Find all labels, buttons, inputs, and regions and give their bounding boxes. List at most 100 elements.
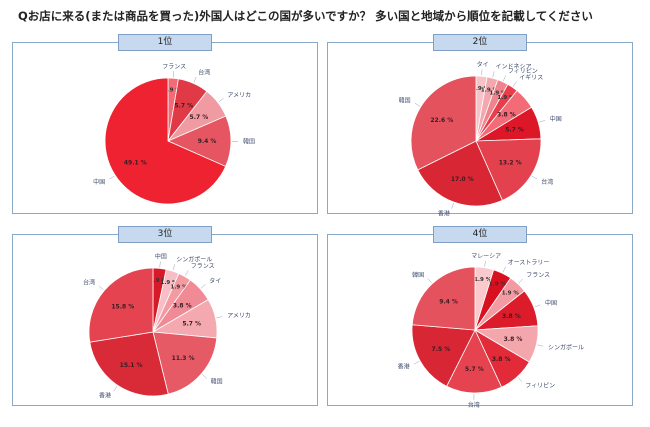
slice-category-label: 台湾 <box>468 401 480 409</box>
panel-title: 1位 <box>118 34 212 51</box>
slice-leader-line <box>414 102 421 107</box>
slice-value-label: 5.7 % <box>505 127 524 134</box>
pie-panel-rank-4: 4位 1.9 % マレーシア 1.9 % オーストラリー 1.9 % フランス 3.8 % 中… <box>327 226 633 409</box>
pie-chart-rank-1: 1.9 % フランス 5.7 % 台湾 5.7 % アメリカ 9.4 % 韓国 49.1 % 中国 <box>93 63 255 205</box>
pie-slice <box>104 77 227 205</box>
slice-leader-line <box>173 71 175 78</box>
slice-leader-line <box>159 261 161 268</box>
slice-category-label: 韓国 <box>211 378 223 386</box>
slice-value-label: 15.1 % <box>120 362 143 369</box>
pie-slice <box>152 331 218 395</box>
slice-value-label: 1.9 % <box>474 277 492 283</box>
slice-value-label: 1.9 % <box>171 285 189 291</box>
slice-value-label: 13.2 % <box>499 159 522 166</box>
slice-value-label: 5.7 % <box>465 366 484 373</box>
pie-slice <box>410 75 477 171</box>
slice-value-label: 7.5 % <box>432 346 451 353</box>
slice-category-label: タイ <box>209 277 221 285</box>
slice-value-label: 9.4 % <box>439 298 458 305</box>
slice-leader-line <box>503 75 507 82</box>
slice-category-label: フィリピン <box>508 68 538 75</box>
slice-leader-line <box>218 98 224 103</box>
slice-leader-line <box>427 278 432 284</box>
slice-leader-line <box>518 278 523 284</box>
slice-category-label: 中国 <box>545 299 557 307</box>
slice-category-label: アメリカ <box>227 313 251 320</box>
slice-category-label: フランス <box>191 263 215 270</box>
slice-category-label: 香港 <box>398 363 410 371</box>
slice-category-label: 台湾 <box>198 68 210 76</box>
slice-leader-line <box>512 81 517 87</box>
slice-category-label: インドネシア <box>496 64 532 71</box>
slice-value-label: 3.8 % <box>173 302 192 309</box>
pie-slice <box>411 324 476 387</box>
panel-title: 4位 <box>433 226 527 243</box>
slice-value-label: 1.9 % <box>502 290 520 296</box>
slice-leader-line <box>216 316 223 319</box>
slice-category-label: フランス <box>526 272 550 279</box>
pie-chart-rank-4: 1.9 % マレーシア 1.9 % オーストラリー 1.9 % フランス 3.8 % 中国 3.… <box>398 253 584 409</box>
slice-leader-line <box>413 361 420 365</box>
slice-value-label: 1.9 % <box>161 280 179 286</box>
slice-category-label: 中国 <box>155 252 167 260</box>
slice-leader-line <box>534 304 541 308</box>
slice-category-label: 中国 <box>93 178 105 186</box>
panel-title: 3位 <box>118 226 212 243</box>
slice-category-label: フィリピン <box>525 383 555 390</box>
slice-value-label: 1.9 % <box>164 88 182 94</box>
pie-slice <box>411 266 476 331</box>
slice-value-label: 49.1 % <box>124 159 147 166</box>
slice-leader-line <box>537 344 544 347</box>
page-title: Qお店に来る(または商品を買った)外国人はどこの国が多いですか？ 多い国と地域か… <box>18 9 593 23</box>
slice-leader-line <box>98 285 104 290</box>
slice-value-label: 1.9 % <box>489 282 507 288</box>
pie-slice <box>417 140 503 207</box>
slice-category-label: マレーシア <box>471 253 501 260</box>
pie-panel-rank-3: 3位 1.9 % 中国 1.9 % シンガポール 1.9 % フランス 3.8 % タイ 5.7… <box>12 226 318 406</box>
slice-value-label: 1.9 % <box>481 87 499 93</box>
slice-value-label: 3.8 % <box>492 356 511 363</box>
slice-value-label: 5.7 % <box>190 114 209 121</box>
slice-leader-line <box>531 175 538 180</box>
slice-leader-line <box>113 386 118 392</box>
pie-slice <box>475 138 542 201</box>
slice-value-label: 3.8 % <box>504 336 523 343</box>
slice-category-label: イギリス <box>519 74 543 81</box>
slice-leader-line <box>517 377 523 383</box>
slice-category-label: 台湾 <box>541 178 553 186</box>
slice-category-label: 韓国 <box>243 137 255 145</box>
slice-value-label: 5.7 % <box>182 320 201 327</box>
slice-category-label: 韓国 <box>412 271 424 279</box>
slice-category-label: シンガポール <box>548 343 584 351</box>
slice-value-label: 1.9 % <box>490 91 508 97</box>
slice-category-label: 韓国 <box>399 96 411 104</box>
slice-category-label: オーストラリー <box>508 260 550 267</box>
slice-value-label: 15.8 % <box>111 303 134 310</box>
slice-leader-line <box>172 264 176 271</box>
pie-panel-rank-2: 2位 1.9 % タイ 1.9 % インドネシア 1.9 % フィリピン 1.9 % イギリス… <box>327 34 633 217</box>
slice-category-label: 中国 <box>550 115 562 123</box>
slice-leader-line <box>193 76 197 83</box>
slice-value-label: 17.0 % <box>451 176 474 183</box>
slice-category-label: 香港 <box>438 209 450 217</box>
slice-category-label: シンガポール <box>176 256 212 264</box>
slice-leader-line <box>202 374 207 379</box>
slice-leader-line <box>484 260 486 267</box>
slice-value-label: 1.9 % <box>150 278 168 284</box>
slice-value-label: 3.8 % <box>502 313 521 320</box>
slice-leader-line <box>185 270 189 276</box>
panel-title: 2位 <box>433 34 527 51</box>
slice-leader-line <box>451 203 454 209</box>
slice-leader-line <box>481 69 483 76</box>
slice-leader-line <box>502 266 506 273</box>
pie-chart-rank-2: 1.9 % タイ 1.9 % インドネシア 1.9 % フィリピン 1.9 % イギリス 3.8… <box>399 60 562 217</box>
pie-panel-rank-1: 1位 1.9 % フランス 5.7 % 台湾 5.7 % アメリカ 9.4 % 韓国 49.1 … <box>12 34 318 214</box>
slice-leader-line <box>492 71 495 78</box>
slice-category-label: タイ <box>477 60 489 68</box>
slice-category-label: 台湾 <box>83 279 95 287</box>
slice-category-label: フランス <box>162 63 186 70</box>
slice-value-label: 1.9 % <box>472 86 490 92</box>
slice-leader-line <box>109 175 115 180</box>
slice-leader-line <box>539 120 546 123</box>
slice-value-label: 11.3 % <box>172 355 195 362</box>
